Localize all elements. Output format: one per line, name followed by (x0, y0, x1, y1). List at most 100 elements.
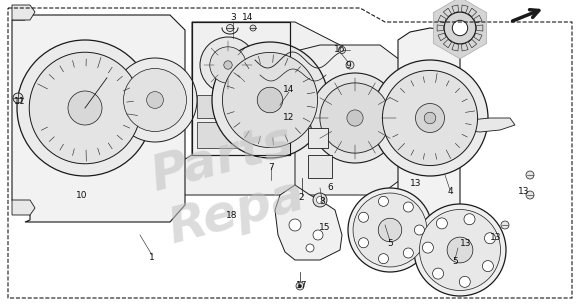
Circle shape (433, 268, 444, 279)
Circle shape (299, 285, 302, 288)
Circle shape (414, 204, 506, 296)
Text: 6: 6 (327, 184, 333, 192)
Circle shape (289, 219, 301, 231)
Text: 1: 1 (149, 253, 155, 263)
Text: 4: 4 (447, 188, 453, 196)
Text: 5: 5 (387, 239, 393, 247)
Polygon shape (433, 0, 487, 59)
Text: Parts
Repa: Parts Repa (146, 116, 314, 254)
Circle shape (113, 58, 197, 142)
Circle shape (378, 218, 402, 242)
Polygon shape (308, 128, 328, 148)
Circle shape (313, 193, 327, 207)
Text: 13: 13 (490, 232, 502, 242)
Text: 12: 12 (283, 113, 295, 123)
Polygon shape (468, 8, 477, 16)
Text: 9: 9 (345, 60, 351, 70)
Polygon shape (252, 95, 287, 118)
Polygon shape (461, 43, 468, 51)
Circle shape (313, 230, 323, 240)
Text: 16: 16 (334, 45, 346, 55)
Circle shape (437, 218, 448, 229)
Circle shape (224, 61, 232, 69)
Polygon shape (444, 39, 452, 48)
Text: 8: 8 (319, 198, 325, 206)
Polygon shape (295, 45, 400, 195)
Polygon shape (197, 95, 248, 118)
Polygon shape (308, 155, 332, 178)
Text: 15: 15 (319, 224, 331, 232)
Circle shape (501, 221, 509, 229)
Polygon shape (455, 118, 515, 132)
Polygon shape (438, 15, 446, 23)
Circle shape (464, 214, 475, 225)
Text: 18: 18 (226, 210, 238, 220)
Circle shape (146, 92, 163, 108)
Polygon shape (12, 5, 35, 20)
Circle shape (424, 112, 436, 124)
Circle shape (404, 248, 413, 258)
Circle shape (420, 210, 500, 290)
Text: 10: 10 (76, 191, 88, 199)
Polygon shape (398, 28, 460, 225)
Circle shape (404, 202, 413, 212)
Text: 5: 5 (452, 257, 458, 265)
Circle shape (222, 52, 317, 148)
Circle shape (310, 73, 400, 163)
Circle shape (317, 196, 324, 203)
Polygon shape (12, 200, 35, 215)
Text: 7: 7 (268, 163, 274, 171)
Circle shape (257, 87, 283, 113)
Circle shape (320, 83, 390, 153)
Circle shape (68, 91, 102, 125)
Polygon shape (170, 22, 340, 195)
Circle shape (485, 233, 496, 244)
Polygon shape (474, 15, 482, 23)
Circle shape (379, 196, 389, 206)
Polygon shape (468, 39, 477, 48)
Polygon shape (452, 43, 459, 51)
Text: 17: 17 (296, 281, 308, 289)
Polygon shape (437, 25, 444, 31)
Circle shape (526, 191, 534, 199)
Polygon shape (192, 22, 290, 155)
Text: 13: 13 (411, 178, 422, 188)
Circle shape (447, 237, 473, 263)
Circle shape (296, 282, 304, 290)
Circle shape (416, 103, 445, 132)
Circle shape (423, 242, 434, 253)
Polygon shape (474, 33, 482, 41)
Text: 3: 3 (230, 13, 236, 23)
Circle shape (339, 46, 346, 53)
Circle shape (444, 12, 476, 44)
Circle shape (306, 244, 314, 252)
Circle shape (372, 60, 488, 176)
Circle shape (17, 40, 153, 176)
Circle shape (415, 225, 424, 235)
Polygon shape (197, 122, 287, 148)
Text: 14: 14 (283, 85, 295, 95)
Polygon shape (12, 15, 185, 222)
Circle shape (212, 42, 328, 158)
Circle shape (358, 212, 368, 222)
Circle shape (353, 193, 427, 267)
Circle shape (346, 61, 354, 69)
Polygon shape (461, 5, 468, 13)
Polygon shape (477, 25, 483, 31)
Circle shape (526, 171, 534, 179)
Circle shape (348, 188, 432, 272)
Polygon shape (438, 33, 446, 41)
Circle shape (226, 24, 233, 31)
Polygon shape (452, 5, 459, 13)
Polygon shape (444, 8, 452, 16)
Circle shape (379, 254, 389, 264)
Circle shape (383, 70, 478, 166)
Circle shape (358, 238, 368, 248)
Circle shape (200, 37, 256, 93)
Circle shape (210, 47, 246, 83)
Circle shape (13, 93, 23, 103)
Text: 2: 2 (298, 193, 304, 203)
Text: 14: 14 (243, 13, 254, 23)
Circle shape (452, 20, 468, 36)
Text: 13: 13 (460, 239, 472, 247)
